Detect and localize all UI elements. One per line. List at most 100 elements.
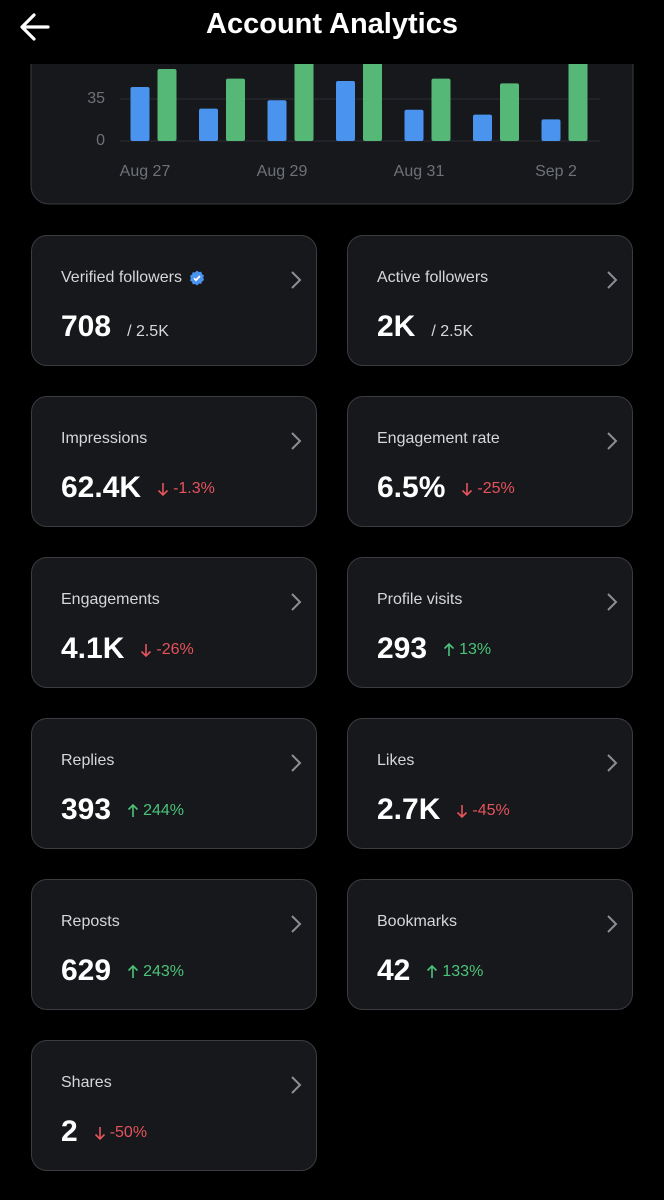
bar [473,114,492,141]
chevron [291,1076,302,1094]
card-change-value: 243% [143,963,184,980]
card-value-row: 629 243% [61,954,184,988]
chevron [607,754,618,772]
card-change: 243% [127,963,184,981]
card-change: -50% [94,1124,147,1142]
card-label-row: Bookmarks [377,913,457,931]
card-value-row: 42 133% [377,954,483,988]
card-label: Active followers [377,269,489,286]
card-value-row: 62.4K -1.3% [61,471,215,505]
card-change-value: -1.3% [173,480,215,497]
change-arrow [457,805,468,819]
card-value: 4.1K [61,632,125,665]
change-arrow [141,644,152,658]
y-tick-label: 35 [87,90,105,107]
stat-card[interactable]: Engagements 4.1K -26% [31,557,317,688]
card-change-value: 13% [459,641,492,658]
card-label: Engagements [61,591,160,608]
card-value-row: 6.5% -25% [377,471,515,505]
bar [568,51,588,141]
bar [500,83,519,141]
card-label-row: Impressions [61,430,147,448]
card-label: Bookmarks [377,913,458,930]
bar [294,51,314,141]
card-label: Impressions [61,430,148,447]
card-label: Engagement rate [377,430,500,447]
card-value: 629 [61,954,112,987]
card-label-row: Verified followers [61,269,205,287]
bar [431,78,451,141]
card-change: -1.3% [157,480,215,498]
card-label-row: Active followers [377,269,488,287]
card-label-row: Engagement rate [377,430,500,448]
change-arrow [443,642,455,656]
stat-card[interactable]: Reposts 629 243% [31,879,317,1010]
card-change: 244% [127,802,184,820]
card-label: Profile visits [377,591,463,608]
chevron [291,593,302,611]
bar [336,81,355,141]
card-value-row: 2 -50% [61,1115,147,1149]
chevron [291,432,302,450]
bar [157,69,177,141]
card-total: / 2.5K [431,323,474,340]
change-arrow [462,483,473,497]
stat-card[interactable]: Active followers 2K / 2.5K [347,235,633,366]
bar [267,100,287,141]
card-change: 13% [443,641,491,659]
stat-card[interactable]: Verified followers 708 / 2.5K [31,235,317,366]
stat-card[interactable]: Profile visits 293 13% [347,557,633,688]
stat-card[interactable]: Impressions 62.4K -1.3% [31,396,317,527]
card-change-value: -25% [477,480,515,497]
x-tick-label: Sep 2 [535,163,577,180]
chevron [291,915,302,933]
bar [404,109,424,141]
card-value-row: 2K / 2.5K [377,310,473,344]
chevron [291,754,302,772]
card-value: 2K [377,310,416,343]
card-value: 708 [61,310,112,343]
card-label-row: Replies [61,752,114,770]
stat-card[interactable]: Replies 393 244% [31,718,317,849]
stat-card[interactable]: Shares 2 -50% [31,1040,317,1171]
card-value: 6.5% [377,471,446,504]
stat-card[interactable]: Likes 2.7K -45% [347,718,633,849]
x-tick-label: Aug 27 [120,163,171,180]
chevron [607,271,618,289]
card-label: Replies [61,752,115,769]
card-change-value: 244% [143,802,184,819]
stat-card[interactable]: Bookmarks 42 133% [347,879,633,1010]
card-label: Likes [377,752,415,769]
change-arrow [94,1127,105,1141]
card-value: 393 [61,793,112,826]
stat-card[interactable]: Engagement rate 6.5% -25% [347,396,633,527]
change-arrow [127,964,139,978]
card-value-row: 393 244% [61,793,184,827]
back-button[interactable] [18,10,52,44]
card-label-row: Profile visits [377,591,462,609]
card-label-row: Shares [61,1074,112,1092]
change-arrow [127,803,139,817]
bar [130,87,150,141]
card-label: Shares [61,1074,112,1091]
change-arrow [427,964,438,978]
bar [363,51,382,141]
card-value: 2.7K [377,793,441,826]
chevron [607,915,618,933]
card-value: 293 [377,632,428,665]
verified-badge [189,270,204,286]
card-value: 42 [377,954,411,987]
card-change-value: -45% [472,802,510,819]
card-change: -26% [140,641,194,659]
card-change-value: 133% [442,963,484,980]
bar [541,119,561,141]
card-label-row: Likes [377,752,414,770]
chevron [607,593,618,611]
card-change: -45% [456,802,510,820]
card-label: Reposts [61,913,120,930]
card-label-row: Engagements [61,591,160,609]
card-change-value: -26% [156,641,194,658]
change-arrow [157,483,169,497]
title: Account Analytics [206,8,458,40]
